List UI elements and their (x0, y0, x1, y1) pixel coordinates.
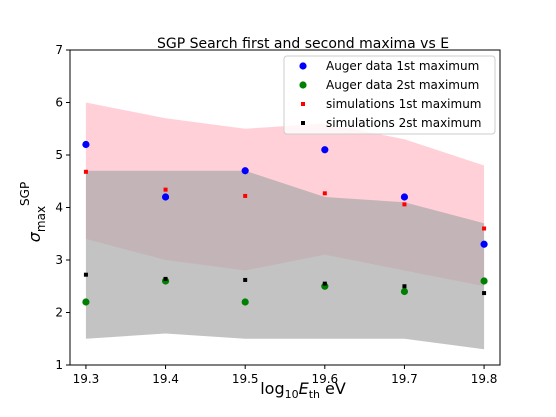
y-tick-label: 3 (55, 253, 63, 267)
point (163, 276, 168, 281)
point (82, 140, 90, 149)
point (322, 281, 327, 286)
y-tick-label: 4 (55, 201, 63, 215)
legend-marker (301, 121, 305, 125)
x-label-var-sub: th (309, 388, 320, 401)
band-2 (85, 170, 485, 350)
x-tick-label: 19.4 (152, 372, 179, 386)
x-label-var: E (299, 379, 310, 398)
y-tick-label: 1 (55, 358, 63, 372)
y-label-sub: max (34, 206, 48, 232)
point (482, 291, 487, 296)
point (83, 169, 88, 174)
point (480, 240, 488, 248)
legend-marker (299, 81, 307, 89)
x-tick-label: 19.5 (232, 372, 259, 386)
chart-title: SGP Search first and second maxima vs E (157, 36, 449, 52)
point (400, 193, 409, 201)
x-tick-label: 19.7 (391, 372, 418, 386)
y-axis: 1 2 3 4 5 6 7 (55, 43, 70, 372)
point (322, 191, 327, 196)
legend-label: simulations 1st maximum (326, 97, 482, 111)
legend-marker (299, 62, 307, 70)
legend-marker (301, 102, 305, 106)
bands-group (85, 102, 485, 350)
legend-label: simulations 2st maximum (326, 116, 482, 130)
point (321, 146, 329, 154)
x-tick-label: 19.3 (73, 372, 100, 386)
point (82, 298, 90, 306)
point (163, 187, 168, 192)
legend-label: Auger data 1st maximum (326, 59, 479, 73)
x-axis-label: log10Eth eV (260, 379, 346, 401)
x-tick-label: 19.6 (311, 372, 338, 386)
point (480, 277, 488, 285)
legend-box (283, 55, 496, 135)
point (400, 287, 409, 296)
x-label-sub: 10 (285, 388, 299, 401)
series-1 (82, 140, 488, 248)
legend-label: Auger data 2st maximum (326, 78, 479, 92)
point (482, 226, 487, 231)
point (241, 167, 249, 175)
point (402, 202, 407, 207)
series-group (82, 140, 488, 306)
series-4 (83, 272, 487, 296)
y-label-symbol: σ (25, 231, 44, 242)
y-tick-label: 6 (55, 96, 63, 110)
point (243, 193, 248, 198)
series-3 (83, 169, 487, 231)
legend: Auger data 1st maximum Auger data 2st max… (283, 55, 496, 135)
x-label-suffix: eV (325, 379, 346, 398)
point (402, 284, 407, 289)
y-tick-label: 5 (55, 148, 63, 162)
x-tick-label: 19.8 (471, 372, 498, 386)
y-axis-label-group: σmaxSGP (18, 182, 48, 242)
x-axis: 19.3 19.4 19.5 19.6 19.7 19.8 (73, 365, 498, 386)
y-label-sup: SGP (18, 182, 32, 206)
point (83, 272, 88, 277)
y-axis-label: σmaxSGP (18, 182, 48, 242)
y-tick-label: 2 (55, 306, 63, 320)
point (161, 193, 170, 201)
point (241, 298, 249, 306)
point (243, 277, 248, 282)
x-label-prefix: log (260, 379, 284, 398)
y-tick-label: 7 (55, 43, 63, 57)
